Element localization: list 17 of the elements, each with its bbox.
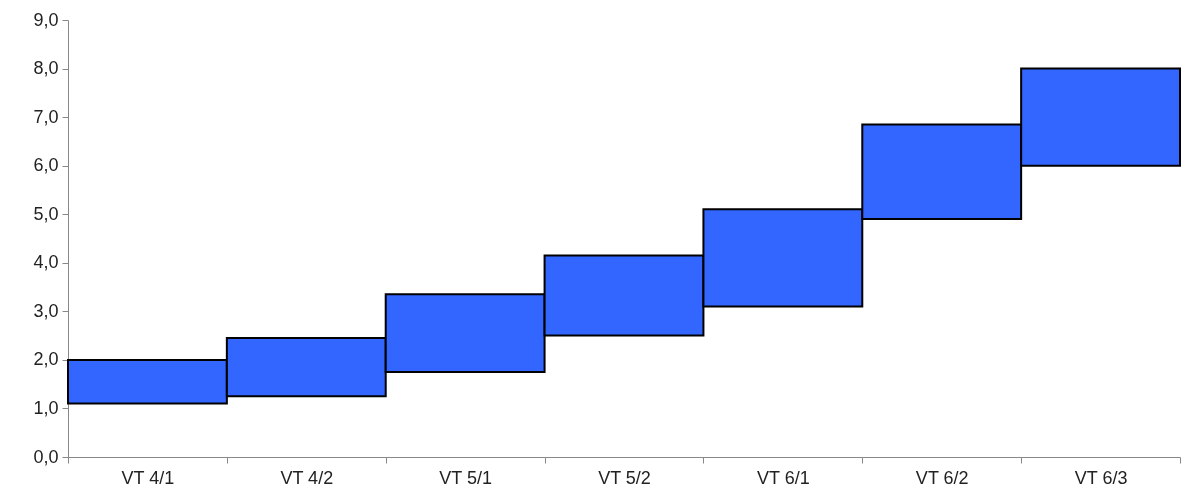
y-tick-label: 5,0 <box>33 203 59 224</box>
y-tick-label: 2,0 <box>33 349 59 370</box>
y-tick-label: 8,0 <box>33 58 59 79</box>
x-tick-label: VT 6/2 <box>915 467 969 488</box>
y-tick-label: 9,0 <box>33 9 59 30</box>
y-tick-label: 6,0 <box>33 155 59 176</box>
y-tick-label: 1,0 <box>33 397 59 418</box>
y-tick-label: 4,0 <box>33 252 59 273</box>
x-tick-label: VT 4/1 <box>121 467 175 488</box>
y-tick-label: 7,0 <box>33 106 59 127</box>
x-tick-label: VT 5/1 <box>439 467 492 488</box>
x-tick-label: VT 5/2 <box>598 467 651 488</box>
y-tick-label: 3,0 <box>33 300 59 321</box>
x-tick-label: VT 6/1 <box>757 467 810 488</box>
y-tick-label: 0,0 <box>33 446 59 467</box>
x-tick-label: VT 6/3 <box>1074 467 1128 488</box>
x-tick-label: VT 4/2 <box>280 467 334 488</box>
